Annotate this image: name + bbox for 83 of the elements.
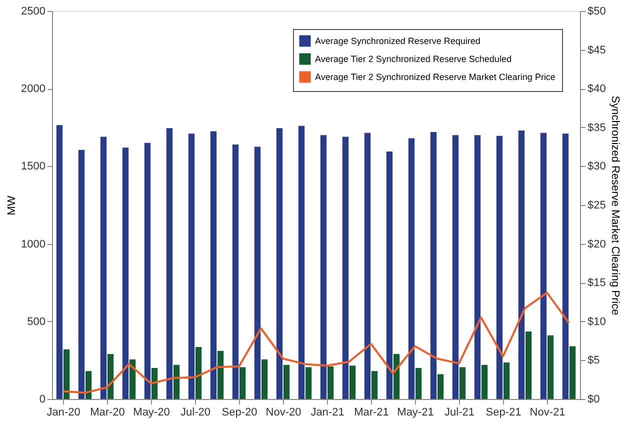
x-tick-label: Jan-21 (310, 406, 344, 418)
bar (540, 132, 547, 399)
bar (239, 367, 246, 399)
bar (452, 135, 459, 399)
x-tick-label: Jan-20 (46, 406, 80, 418)
bar (166, 128, 173, 399)
bar (56, 125, 63, 399)
y2-tick-label: $30 (588, 160, 606, 173)
bar (173, 364, 180, 399)
bar (107, 354, 114, 399)
y2-tick-label: $40 (588, 83, 606, 96)
bar (122, 148, 129, 399)
x-tick-label: Nov-20 (266, 406, 302, 418)
bar (320, 135, 327, 399)
legend-label: Average Synchronized Reserve Required (315, 36, 480, 46)
x-tick-label: Sep-21 (486, 406, 522, 418)
y2-tick-label: $25 (588, 200, 606, 212)
bar (232, 144, 239, 399)
y2-tick-label: $45 (588, 44, 606, 56)
bar (459, 367, 466, 399)
bar (144, 142, 151, 399)
y2-axis-title: Synchronized Reserve Market Clearing Price (608, 96, 621, 316)
bar (386, 151, 393, 399)
legend-label: Average Tier 2 Synchronized Reserve Scheduled (315, 54, 512, 64)
bar (437, 374, 444, 399)
bar (371, 371, 378, 399)
bar (298, 126, 305, 399)
bar (518, 130, 525, 399)
x-tick-label: May-21 (397, 406, 434, 418)
y2-tick-label: $35 (588, 122, 606, 134)
bar (503, 362, 510, 399)
bar (195, 347, 202, 399)
bar (254, 146, 261, 399)
line-series (62, 292, 570, 394)
x-tick-label: Sep-20 (222, 406, 258, 418)
x-tick-label: Jul-20 (180, 406, 210, 418)
y-tick-label: 500 (27, 316, 46, 328)
bar (276, 128, 283, 399)
bar (474, 135, 481, 399)
bar (129, 359, 136, 399)
bar (217, 350, 224, 399)
y2-tick-label: $15 (588, 277, 606, 290)
bar (408, 138, 415, 399)
bar (569, 346, 576, 399)
bar (349, 366, 356, 399)
bar (481, 364, 488, 399)
bar (63, 349, 70, 399)
y2-tick-label: $0 (588, 394, 600, 406)
y2-tick-label: $10 (588, 316, 606, 328)
bar (210, 131, 217, 399)
bar (547, 335, 554, 399)
bar (100, 136, 107, 399)
y2-tick-label: $50 (588, 6, 606, 18)
bar (415, 368, 422, 399)
bar (261, 359, 268, 399)
bar (188, 134, 195, 399)
y-tick-label: 2000 (21, 83, 46, 96)
y-tick-label: 2500 (21, 6, 46, 18)
bar (78, 150, 85, 399)
y2-tick-label: $20 (588, 238, 606, 250)
bar (151, 368, 158, 399)
y2-tick-label: $5 (588, 354, 600, 367)
bar (430, 132, 437, 399)
bar (525, 331, 532, 399)
y-tick-label: 0 (39, 394, 46, 406)
x-tick-label: Mar-21 (354, 406, 389, 418)
y-tick-label: 1500 (21, 160, 46, 173)
bar (364, 132, 371, 399)
bar (342, 136, 349, 399)
bar (562, 134, 569, 399)
bar (327, 366, 334, 399)
bar (305, 367, 312, 399)
x-tick-label: Nov-21 (530, 406, 566, 418)
legend-label: Average Tier 2 Synchronized Reserve Market Clearing Price (315, 72, 556, 82)
x-tick-label: Jul-21 (444, 406, 474, 418)
bar (85, 371, 92, 399)
bar (393, 354, 400, 399)
y-axis-title: MW (6, 195, 18, 216)
y-tick-label: 1000 (21, 238, 46, 250)
bar (496, 136, 503, 399)
x-tick-label: Mar-20 (90, 406, 125, 418)
bar (283, 364, 290, 399)
x-tick-label: May-20 (133, 406, 170, 418)
